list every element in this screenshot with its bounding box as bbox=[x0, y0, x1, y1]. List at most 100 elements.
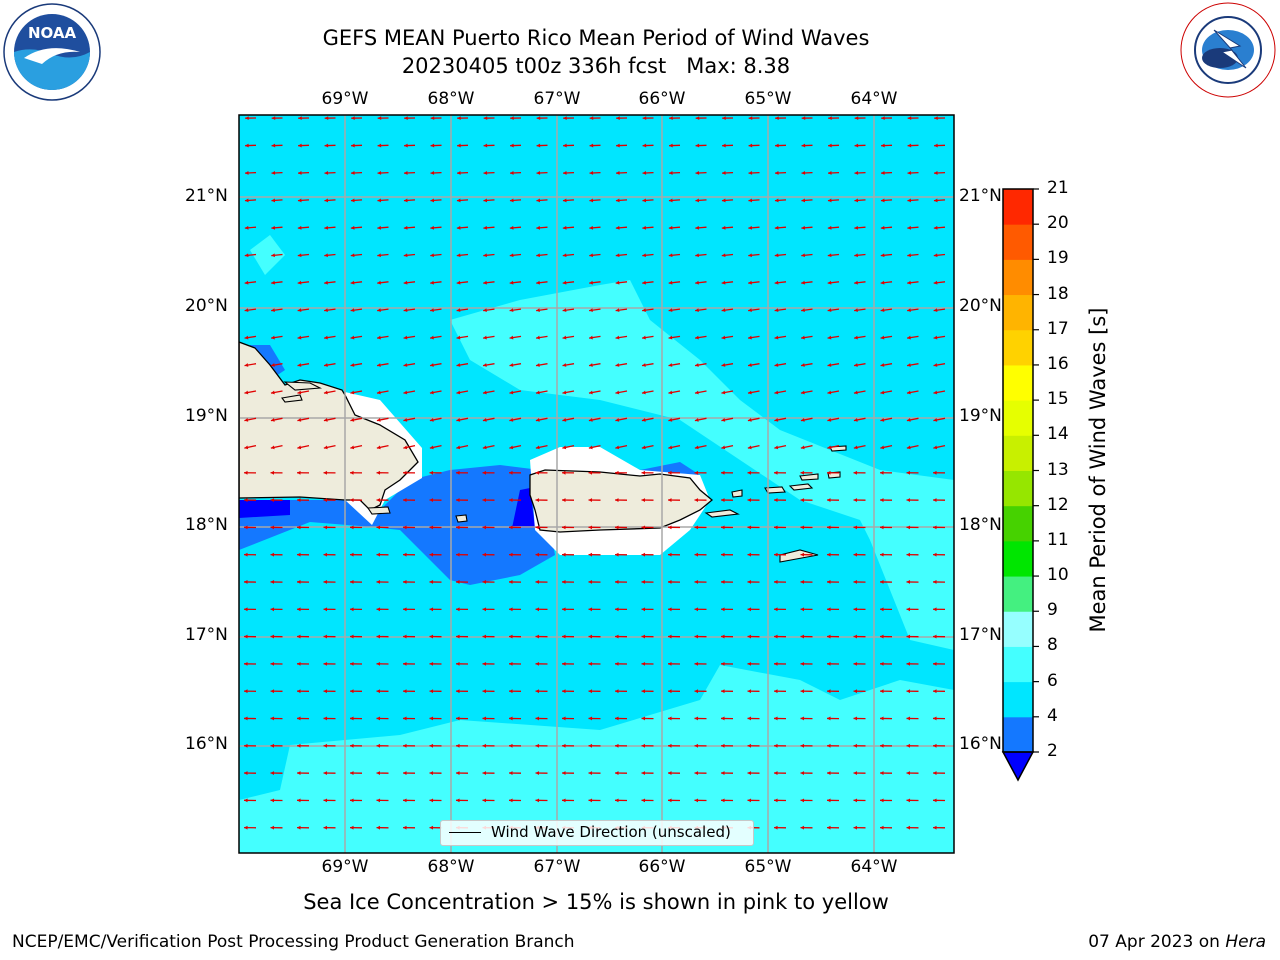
wave-arrow-head bbox=[323, 525, 328, 530]
wave-arrow-head bbox=[350, 445, 355, 450]
wave-arrow-head bbox=[774, 280, 779, 285]
wave-arrow-head bbox=[880, 716, 884, 721]
wave-arrow-head bbox=[535, 689, 540, 694]
wave-arrow-head bbox=[456, 280, 461, 285]
wave-arrow-head bbox=[536, 363, 540, 367]
wave-arrow-head bbox=[377, 363, 381, 367]
wave-arrow-head bbox=[482, 498, 487, 502]
wave-arrow-head bbox=[324, 198, 329, 203]
wave-arrow-head bbox=[244, 363, 249, 367]
wave-arrow-head bbox=[483, 171, 488, 175]
wave-arrow-head bbox=[298, 143, 302, 148]
wave-arrow-head bbox=[297, 716, 301, 721]
wave-arrow-head bbox=[906, 470, 911, 475]
wave-arrow-head bbox=[615, 716, 619, 721]
wave-arrow-head bbox=[429, 418, 434, 422]
lat-label-left: 20°N bbox=[185, 296, 228, 316]
lon-label-top: 66°W bbox=[638, 89, 686, 109]
wave-arrow-head bbox=[244, 661, 248, 666]
wave-arrow-head bbox=[721, 689, 725, 694]
map-frame bbox=[238, 114, 955, 854]
lat-label-left: 19°N bbox=[185, 406, 228, 426]
wave-arrow-head bbox=[615, 525, 619, 530]
wave-arrow-head bbox=[774, 798, 778, 803]
wave-arrow-head bbox=[775, 143, 779, 148]
wave-arrow-head bbox=[774, 661, 778, 666]
wave-arrow-head bbox=[403, 525, 407, 530]
wave-arrow-head bbox=[695, 308, 699, 313]
wave-arrow-head bbox=[350, 580, 354, 584]
wave-arrow-head bbox=[747, 445, 752, 450]
wave-arrow-head bbox=[562, 689, 566, 694]
wave-arrow-head bbox=[774, 198, 779, 203]
wave-arrow-head bbox=[800, 661, 805, 666]
wave-arrow-head bbox=[615, 363, 620, 367]
wave-arrow-head bbox=[747, 798, 752, 803]
wave-arrow-head bbox=[323, 825, 328, 830]
wave-arrow-head bbox=[800, 689, 805, 694]
wave-arrow-head bbox=[721, 280, 726, 285]
wave-arrow-head bbox=[350, 418, 355, 422]
wave-arrow-head bbox=[403, 771, 407, 775]
wave-arrow-head bbox=[907, 143, 912, 148]
colorbar-band bbox=[1003, 716, 1033, 753]
wave-arrow-head bbox=[853, 634, 858, 639]
wave-arrow-head bbox=[827, 716, 831, 721]
wave-arrow-head bbox=[456, 689, 460, 694]
wave-arrow-head bbox=[668, 390, 673, 395]
wave-arrow-head bbox=[588, 634, 593, 639]
wave-arrow-head bbox=[721, 525, 725, 530]
wave-arrow-head bbox=[271, 143, 276, 148]
wave-arrow-head bbox=[588, 470, 593, 475]
wave-arrow-head bbox=[616, 171, 620, 175]
lon-label-top: 68°W bbox=[427, 89, 475, 109]
wave-arrow-head bbox=[536, 171, 541, 175]
wave-arrow-head bbox=[853, 445, 858, 450]
wave-arrow-head bbox=[244, 743, 248, 748]
wave-arrow-head bbox=[694, 580, 699, 584]
lat-label-left: 18°N bbox=[185, 515, 228, 535]
wave-arrow-head bbox=[270, 607, 275, 612]
wave-arrow-head bbox=[482, 771, 487, 775]
wave-arrow-head bbox=[324, 363, 328, 367]
wave-arrow-head bbox=[509, 552, 513, 557]
wave-arrow-head bbox=[854, 363, 858, 367]
wave-arrow-head bbox=[748, 225, 753, 230]
wave-arrow-head bbox=[721, 552, 725, 557]
wave-arrow-head bbox=[430, 143, 435, 148]
wave-arrow-head bbox=[668, 525, 672, 530]
wave-arrow-head bbox=[298, 116, 302, 121]
wave-arrow-head bbox=[694, 607, 699, 612]
wave-arrow-head bbox=[747, 470, 752, 475]
colorbar-tick-label: 8 bbox=[1047, 635, 1058, 656]
wave-arrow-head bbox=[616, 143, 620, 148]
wave-arrow-head bbox=[535, 552, 540, 557]
wave-arrow-head bbox=[694, 525, 699, 530]
wave-arrow-head bbox=[694, 661, 699, 666]
wave-arrow-head bbox=[404, 171, 408, 175]
wave-arrow-head bbox=[456, 335, 461, 340]
wave-arrow-head bbox=[562, 445, 567, 450]
wave-arrow-head bbox=[562, 418, 567, 422]
wave-arrow-head bbox=[297, 253, 302, 258]
wave-arrow-head bbox=[483, 198, 488, 203]
wave-arrow-head bbox=[747, 771, 752, 775]
chart-title: GEFS MEAN Puerto Rico Mean Period of Win… bbox=[322, 26, 870, 50]
wave-arrow-head bbox=[510, 116, 514, 121]
wave-arrow-head bbox=[933, 689, 937, 694]
wave-arrow-head bbox=[377, 225, 382, 230]
wave-arrow-head bbox=[403, 661, 407, 666]
wave-arrow-head bbox=[854, 116, 859, 121]
wave-arrow-head bbox=[270, 418, 275, 422]
wave-arrow-head bbox=[694, 552, 699, 557]
wave-arrow-head bbox=[271, 280, 275, 285]
colorbar-tick-label: 16 bbox=[1047, 353, 1069, 374]
wave-arrow-head bbox=[774, 470, 778, 475]
wave-arrow-head bbox=[244, 253, 249, 258]
wave-arrow-head bbox=[642, 363, 646, 367]
wave-arrow-head bbox=[429, 716, 434, 721]
wave-arrow-head bbox=[244, 825, 248, 830]
wave-arrow-head bbox=[615, 308, 620, 313]
wave-arrow-head bbox=[350, 689, 354, 694]
wave-arrow-head bbox=[430, 171, 435, 175]
